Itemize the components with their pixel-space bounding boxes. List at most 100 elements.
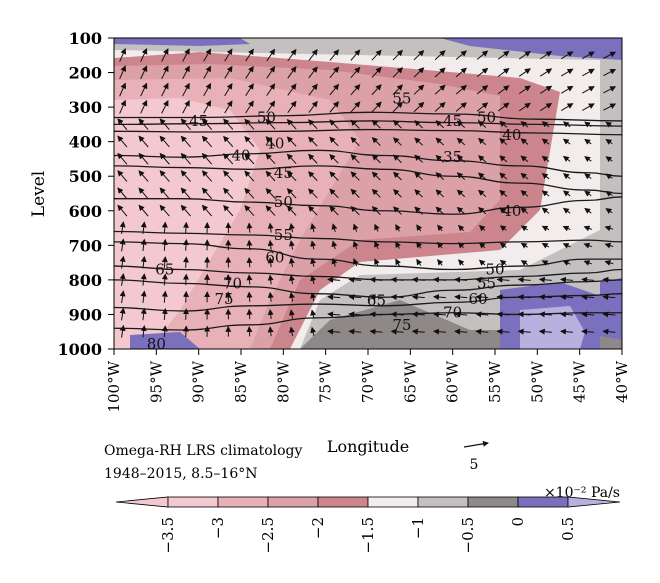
wind-vector xyxy=(140,290,147,303)
wind-vector xyxy=(477,172,487,180)
wind-vector xyxy=(182,273,189,286)
wind-vector xyxy=(499,207,508,215)
wind-vector xyxy=(288,240,295,250)
colorbar-segment xyxy=(367,496,419,508)
wind-vector xyxy=(539,68,553,77)
wind-vector xyxy=(413,67,425,78)
reference-vector-label: 5 xyxy=(470,457,479,473)
wind-vector xyxy=(138,118,149,131)
wind-vector xyxy=(310,326,317,336)
rh-contour-45 xyxy=(114,111,622,122)
wind-vector xyxy=(369,276,383,283)
rh-contour-60 xyxy=(114,241,622,271)
wind-vector xyxy=(331,240,338,250)
shading-region-lower-descent-core xyxy=(520,306,585,349)
wind-vector xyxy=(224,82,233,97)
wind-vector xyxy=(604,242,614,249)
wind-vector xyxy=(119,82,127,97)
wind-vector xyxy=(518,102,531,112)
wind-vector xyxy=(308,66,318,79)
shading-region-surface-descent xyxy=(130,332,200,349)
wind-vector xyxy=(605,173,613,180)
wind-vector xyxy=(310,274,317,285)
x-tick-label: 85°W xyxy=(232,360,250,403)
contour-label: 75 xyxy=(392,316,411,334)
wind-vector xyxy=(605,208,613,214)
wind-vector xyxy=(138,135,149,148)
wind-vector xyxy=(497,102,510,112)
wind-vector xyxy=(223,187,234,199)
wind-vector xyxy=(350,101,361,113)
x-tick-label: 90°W xyxy=(190,360,208,403)
wind-vector xyxy=(455,84,467,95)
reference-vector-key: 5 xyxy=(463,440,489,473)
contour-label: 45 xyxy=(189,112,208,130)
wind-vector xyxy=(182,308,189,320)
wind-vector xyxy=(119,221,126,235)
wind-vector xyxy=(392,84,404,95)
wind-vector xyxy=(138,187,149,200)
wind-vector xyxy=(518,50,531,60)
contour-label: 40 xyxy=(502,126,521,144)
wind-vector xyxy=(393,154,402,164)
wind-vector xyxy=(161,273,168,286)
wind-vector xyxy=(371,66,382,78)
wind-vector xyxy=(371,84,382,96)
wind-vector xyxy=(203,65,212,79)
contour-label: 70 xyxy=(223,274,242,292)
wind-vector xyxy=(288,274,295,285)
wind-vector xyxy=(499,259,507,266)
wind-vector xyxy=(455,67,467,78)
contour-label: 70 xyxy=(443,304,462,322)
wind-vector xyxy=(223,135,234,148)
wind-vector xyxy=(499,155,508,163)
wind-vector xyxy=(435,206,445,215)
wind-vector xyxy=(520,172,529,180)
wind-vector xyxy=(562,207,571,214)
wind-vector xyxy=(478,225,486,232)
wind-vector xyxy=(496,311,510,318)
wind-vector xyxy=(310,292,317,302)
wind-vector xyxy=(266,83,276,96)
wind-vector xyxy=(331,257,338,267)
wind-vector xyxy=(395,258,401,267)
wind-vector-field xyxy=(117,47,617,338)
wind-vector xyxy=(288,222,295,233)
wind-vector xyxy=(245,48,254,62)
x-tick-label: 50°W xyxy=(528,360,546,403)
x-tick-label: 60°W xyxy=(444,360,462,403)
wind-vector xyxy=(265,187,276,199)
wind-vector xyxy=(395,241,401,249)
wind-vector xyxy=(161,307,168,320)
wind-vector xyxy=(455,50,467,60)
colorbar-segment xyxy=(217,496,269,508)
wind-vector xyxy=(329,49,340,61)
wind-vector xyxy=(520,207,529,214)
wind-vector xyxy=(246,291,253,302)
wind-vector xyxy=(604,225,614,232)
wind-vector xyxy=(584,156,592,163)
wind-vector xyxy=(180,187,191,200)
y-axis: 100 200 300 400 500 600 700 800 900 1000 xyxy=(57,29,114,359)
wind-vector xyxy=(392,49,404,61)
wind-vector xyxy=(520,225,528,232)
contour-label: 65 xyxy=(367,292,386,310)
wind-vector xyxy=(499,172,508,180)
wind-vector xyxy=(520,120,529,128)
wind-vector xyxy=(478,259,486,266)
wind-vector xyxy=(201,152,213,165)
wind-vector xyxy=(140,273,147,286)
wind-vector xyxy=(499,225,507,232)
wind-vector xyxy=(603,68,617,77)
wind-vector xyxy=(350,119,360,129)
wind-vector xyxy=(435,154,445,163)
wind-vector xyxy=(119,307,126,321)
wind-vector xyxy=(308,171,318,182)
wind-vector xyxy=(119,238,126,252)
wind-vector xyxy=(140,255,147,269)
wind-vector xyxy=(159,135,170,148)
wind-vector xyxy=(393,171,402,181)
wind-vector xyxy=(182,325,189,338)
wind-vector xyxy=(348,276,362,283)
x-tick-label: 80°W xyxy=(274,360,292,403)
